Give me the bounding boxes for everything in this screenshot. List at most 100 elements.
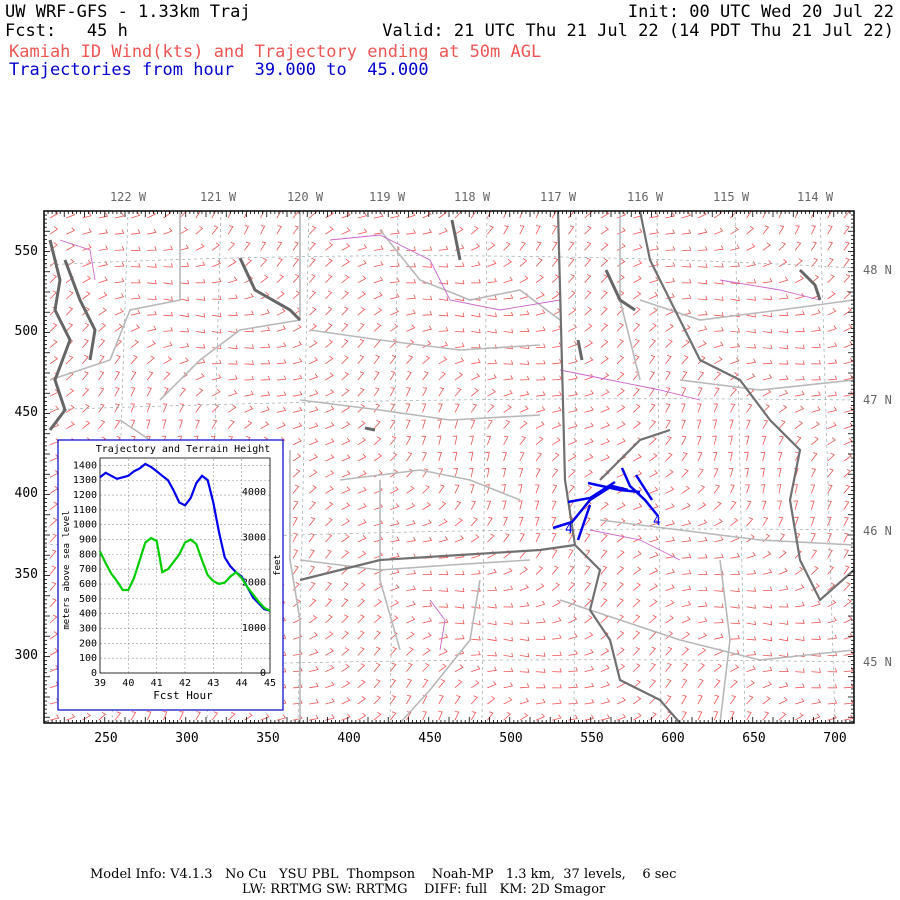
wind-barb (843, 484, 851, 494)
wind-barb (535, 343, 546, 348)
wind-barb (778, 419, 786, 429)
wind-barb (227, 225, 234, 235)
grid-label-left: 550 (15, 244, 38, 259)
lon-label: 114 W (797, 190, 834, 204)
wind-barb (746, 312, 756, 318)
wind-barb (665, 403, 671, 413)
wind-barb (778, 404, 788, 413)
wind-barb (438, 633, 449, 640)
wind-barb (535, 274, 544, 284)
wind-barb (503, 225, 509, 235)
wind-barb (568, 357, 578, 365)
wind-barb (519, 225, 525, 235)
wind-barb (633, 535, 642, 543)
wind-barb (600, 211, 610, 219)
wind-barb (552, 406, 562, 413)
lon-label: 116 W (627, 190, 664, 204)
wind-barb (390, 520, 400, 527)
wind-barb (422, 246, 433, 251)
wind-barb (422, 387, 428, 397)
wind-barb (552, 342, 562, 348)
lon-label: 121 W (200, 190, 237, 204)
wind-barb (713, 403, 719, 413)
wind-barb (827, 533, 832, 543)
wind-barb (373, 662, 381, 672)
wind-barb (454, 604, 465, 609)
wind-barb (260, 375, 271, 381)
wind-barb (746, 373, 756, 381)
wind-barb (551, 516, 557, 526)
wind-barb (503, 682, 514, 689)
wind-barb (357, 712, 367, 721)
wind-barb (422, 602, 433, 608)
wind-barb (309, 406, 319, 413)
wind-barb (714, 312, 724, 317)
wind-barb (82, 387, 90, 397)
wind-barb (600, 258, 609, 267)
wind-barb (795, 636, 805, 641)
inset-title: Trajectory and Terrain Height (96, 444, 271, 455)
wind-barb (843, 667, 854, 672)
inset-ytick: 900 (79, 535, 97, 546)
wind-barb (616, 549, 625, 559)
wind-barb (308, 565, 316, 575)
wind-barb (163, 371, 171, 381)
wind-barb (422, 647, 431, 656)
wind-barb (712, 419, 718, 429)
wind-barb (714, 633, 724, 640)
wind-barb (795, 584, 805, 591)
wind-barb (244, 420, 253, 429)
wind-barb (341, 388, 350, 397)
wind-barb (535, 668, 546, 673)
wind-barb (503, 211, 507, 219)
wind-barb (616, 437, 626, 446)
wind-barb (244, 327, 254, 333)
wind-barb (649, 567, 659, 575)
wind-barb (325, 274, 333, 284)
grid-label-bottom: 600 (661, 731, 684, 746)
wind-barb (260, 274, 269, 284)
wind-barb (389, 615, 399, 624)
wind-barb (827, 406, 838, 413)
wind-barb (811, 343, 821, 348)
wind-barb (778, 311, 789, 317)
wind-barb (471, 312, 481, 318)
wind-barb (568, 683, 578, 689)
wind-barb (325, 598, 333, 608)
wind-barb (390, 503, 400, 510)
wind-barb (681, 553, 692, 559)
inset-ytick: 0 (91, 668, 97, 679)
wind-barb (406, 616, 416, 624)
wind-barb (778, 696, 788, 705)
wind-barb (600, 405, 610, 413)
wind-barb (744, 451, 749, 462)
wind-barb (730, 387, 737, 397)
inset-ytick-right: 3000 (242, 532, 266, 543)
wind-barb (147, 310, 157, 316)
wind-barb (584, 438, 594, 446)
inset-ylabel: meters above sea level (62, 510, 72, 629)
wind-barb (357, 503, 367, 510)
wind-barb (487, 586, 497, 591)
wind-barb (65, 404, 75, 413)
wind-barb (714, 227, 724, 235)
wind-barb (309, 390, 319, 397)
wind-barb (811, 618, 821, 624)
wind-barb (600, 454, 610, 462)
wind-barb (793, 484, 798, 494)
inset-ytick-right: 1000 (242, 623, 266, 634)
wind-barb (98, 403, 105, 413)
wind-barb (746, 419, 751, 429)
wind-barb (713, 501, 722, 510)
wind-barb (147, 263, 157, 268)
wind-barb (551, 211, 557, 219)
wind-barb (843, 468, 852, 478)
wind-barb (697, 602, 708, 608)
grid-label-bottom: 500 (499, 731, 522, 746)
wind-barb (551, 484, 558, 494)
wind-barb (697, 484, 706, 494)
wind-barb (795, 601, 805, 608)
wind-barb (454, 679, 463, 689)
inset-ytick: 500 (79, 594, 97, 605)
wind-barb (584, 469, 593, 478)
